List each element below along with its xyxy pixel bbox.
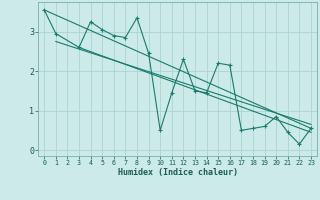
X-axis label: Humidex (Indice chaleur): Humidex (Indice chaleur)	[118, 168, 238, 177]
